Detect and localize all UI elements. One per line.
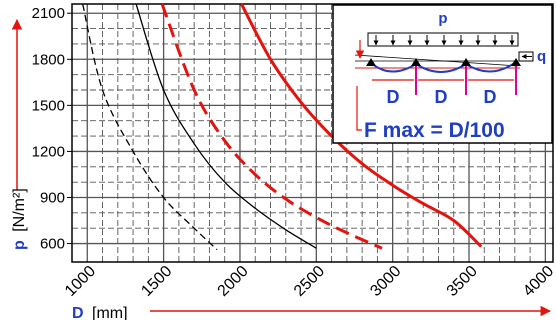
series-line-4 xyxy=(240,3,483,248)
y-axis-unit: [N/m²] xyxy=(11,188,28,232)
deflection-curve xyxy=(369,61,517,73)
x-tick-label: 1500 xyxy=(138,263,175,300)
formula-text: F max = D/100 xyxy=(364,119,505,142)
support-2 xyxy=(411,58,421,66)
y-tick-labels: 600 900 1200 1500 1800 2100 xyxy=(32,5,72,253)
x-axis-unit: [mm] xyxy=(92,305,128,320)
span-label-2: D xyxy=(435,87,448,107)
x-tick-label: 2000 xyxy=(215,263,252,300)
x-tick-label: 3500 xyxy=(444,263,481,300)
y-tick-label: 600 xyxy=(40,236,65,253)
chart-series-group xyxy=(82,3,483,251)
span-label-1: D xyxy=(387,87,400,107)
svg-text:D [mm]: D [mm] xyxy=(72,305,128,320)
load-arrows xyxy=(373,35,515,46)
inset-diagram: p D D D F max = D/100 q xyxy=(332,4,553,144)
beam-top-line xyxy=(354,54,519,67)
x-tick-labels: 1000 1500 2000 2500 3000 3500 4000 xyxy=(62,263,557,300)
series-line-1 xyxy=(82,3,218,251)
series-line-2 xyxy=(135,3,317,249)
x-tick-label: 2500 xyxy=(291,263,328,300)
support-3 xyxy=(461,58,471,66)
formula-leader xyxy=(356,86,362,131)
plot-frame xyxy=(71,3,554,263)
x-axis-symbol: D xyxy=(72,305,84,320)
inset-load-label: p xyxy=(438,10,447,27)
support-4 xyxy=(511,58,521,66)
x-tick-label: 3000 xyxy=(367,263,404,300)
x-axis-label: D [mm] xyxy=(72,305,552,320)
y-tick-label: 1200 xyxy=(32,143,65,160)
svg-text:p [N/m²]: p [N/m²] xyxy=(11,188,28,250)
series-line-3 xyxy=(160,3,383,250)
reaction-label: q xyxy=(537,48,546,65)
load-bar xyxy=(367,32,519,47)
x-tick-label: 4000 xyxy=(520,263,557,300)
y-tick-label: 900 xyxy=(40,190,65,207)
x-tick-label: 1000 xyxy=(62,263,99,300)
support-1 xyxy=(366,58,376,66)
y-axis-symbol: p xyxy=(11,240,28,250)
y-tick-label: 1500 xyxy=(32,97,65,114)
y-axis-label: p [N/m²] xyxy=(11,18,28,250)
y-tick-label: 2100 xyxy=(32,5,65,22)
span-label-3: D xyxy=(484,87,497,107)
y-tick-label: 1800 xyxy=(32,51,65,68)
